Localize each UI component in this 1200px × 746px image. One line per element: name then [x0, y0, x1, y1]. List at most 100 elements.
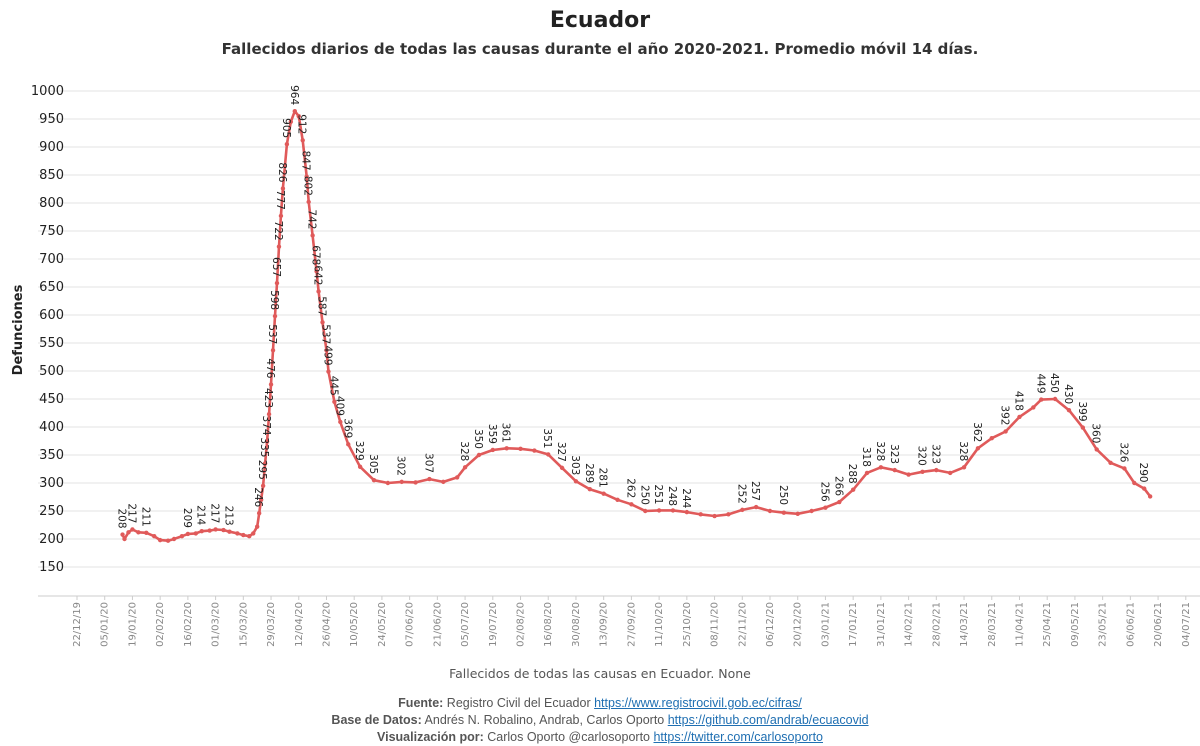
y-tick-label: 300 — [39, 476, 64, 491]
data-point — [975, 446, 981, 451]
data-point — [698, 512, 703, 517]
y-axis-ticks: 150 200 250 300 350 400 450 500 550 600 650 700 750 8… — [31, 84, 64, 575]
x-tick-label: 02/08/20 — [516, 602, 527, 647]
data-point — [781, 510, 787, 515]
data-point — [615, 497, 620, 502]
data-point — [227, 529, 232, 534]
footer-visualization-link[interactable]: https://twitter.com/carlosoporto — [653, 730, 823, 744]
data-point — [357, 464, 363, 469]
footer-source-link[interactable]: https://www.registrocivil.gob.ec/cifras/ — [594, 696, 802, 710]
data-label: 246 — [252, 487, 264, 507]
footer-visualization-label: Visualización por: — [377, 730, 484, 744]
x-tick-label: 25/10/20 — [682, 602, 693, 647]
data-point — [878, 465, 884, 470]
data-point — [284, 142, 290, 147]
data-point — [1142, 486, 1147, 491]
x-tick-label: 06/12/20 — [765, 602, 776, 647]
data-label: 257 — [749, 481, 761, 501]
data-point — [670, 508, 676, 513]
data-point — [292, 108, 297, 114]
y-tick-label: 150 — [39, 560, 64, 575]
data-label: 722 — [272, 221, 284, 241]
x-tick-label: 05/01/20 — [100, 602, 111, 647]
data-point — [906, 472, 911, 477]
footer-source: Fuente: Registro Civil del Ecuador https… — [0, 696, 1200, 710]
data-point — [767, 508, 773, 514]
data-point — [1003, 429, 1008, 434]
data-point — [326, 369, 331, 374]
data-point — [270, 348, 276, 353]
data-point — [235, 531, 240, 536]
x-tick-label: 03/01/21 — [820, 602, 831, 647]
data-point — [823, 505, 828, 510]
x-tick-label: 27/09/20 — [626, 602, 637, 647]
data-label: 450 — [1048, 373, 1060, 393]
data-point — [320, 320, 325, 325]
data-label: 214 — [195, 505, 207, 525]
chart-title: Ecuador — [549, 8, 651, 33]
data-point — [221, 527, 226, 533]
footer-visualization-text: Carlos Oporto @carlosoporto — [487, 730, 650, 744]
data-label: 248 — [666, 486, 678, 506]
data-point — [144, 530, 149, 536]
data-point — [251, 531, 256, 536]
footer-database-link[interactable]: https://github.com/andrab/ecuacovid — [667, 713, 869, 727]
data-point — [157, 537, 163, 543]
data-label: 208 — [116, 508, 128, 528]
data-label: 250 — [777, 485, 789, 505]
x-tick-label: 29/03/20 — [266, 602, 277, 647]
data-label: 359 — [486, 424, 498, 444]
y-tick-label: 600 — [39, 308, 64, 323]
data-point — [193, 531, 198, 536]
data-point — [1031, 405, 1036, 410]
y-tick-label: 450 — [39, 392, 64, 407]
data-point — [300, 138, 305, 143]
y-tick-label: 900 — [39, 140, 64, 155]
data-label: 445 — [327, 376, 339, 396]
x-tick-label: 20/12/20 — [793, 602, 804, 647]
data-point — [268, 382, 274, 387]
x-tick-label: 07/06/20 — [405, 602, 416, 647]
data-label: 905 — [280, 118, 292, 138]
data-point — [1017, 414, 1022, 420]
x-tick-label: 19/07/20 — [488, 602, 499, 647]
data-label: 335 — [258, 437, 270, 457]
data-label: 303 — [569, 455, 581, 475]
x-axis-caption: Fallecidos de todas las causas en Ecuado… — [449, 666, 751, 681]
data-label: 399 — [1076, 402, 1088, 422]
data-point — [809, 508, 814, 514]
data-label: 826 — [276, 162, 288, 182]
data-point — [371, 478, 377, 483]
data-point — [288, 119, 294, 125]
data-point — [837, 499, 842, 505]
data-point — [504, 446, 509, 451]
data-point — [546, 452, 551, 457]
data-label: 327 — [555, 442, 567, 462]
data-label: 964 — [288, 85, 300, 105]
data-label: 307 — [422, 453, 434, 473]
data-point — [1132, 480, 1137, 486]
data-label: 476 — [264, 358, 276, 378]
data-label: 318 — [860, 447, 872, 467]
x-tick-label: 20/06/21 — [1153, 602, 1164, 647]
y-tick-label: 800 — [39, 196, 64, 211]
x-tick-label: 12/04/20 — [294, 602, 305, 647]
data-point — [306, 199, 311, 205]
data-point — [332, 399, 337, 404]
data-point — [850, 487, 856, 492]
data-label: 328 — [874, 441, 886, 461]
data-label: 288 — [846, 464, 858, 484]
y-tick-label: 250 — [39, 504, 64, 519]
x-tick-label: 16/08/20 — [543, 602, 554, 647]
y-tick-label: 650 — [39, 280, 64, 295]
data-label: 678 — [310, 245, 322, 265]
data-point — [490, 447, 495, 453]
data-point — [346, 442, 351, 447]
series-line-group — [120, 108, 1153, 543]
data-point — [278, 213, 284, 219]
data-point — [643, 508, 648, 514]
data-point — [441, 479, 446, 485]
data-label: 328 — [957, 441, 969, 461]
data-label: 847 — [300, 151, 312, 171]
